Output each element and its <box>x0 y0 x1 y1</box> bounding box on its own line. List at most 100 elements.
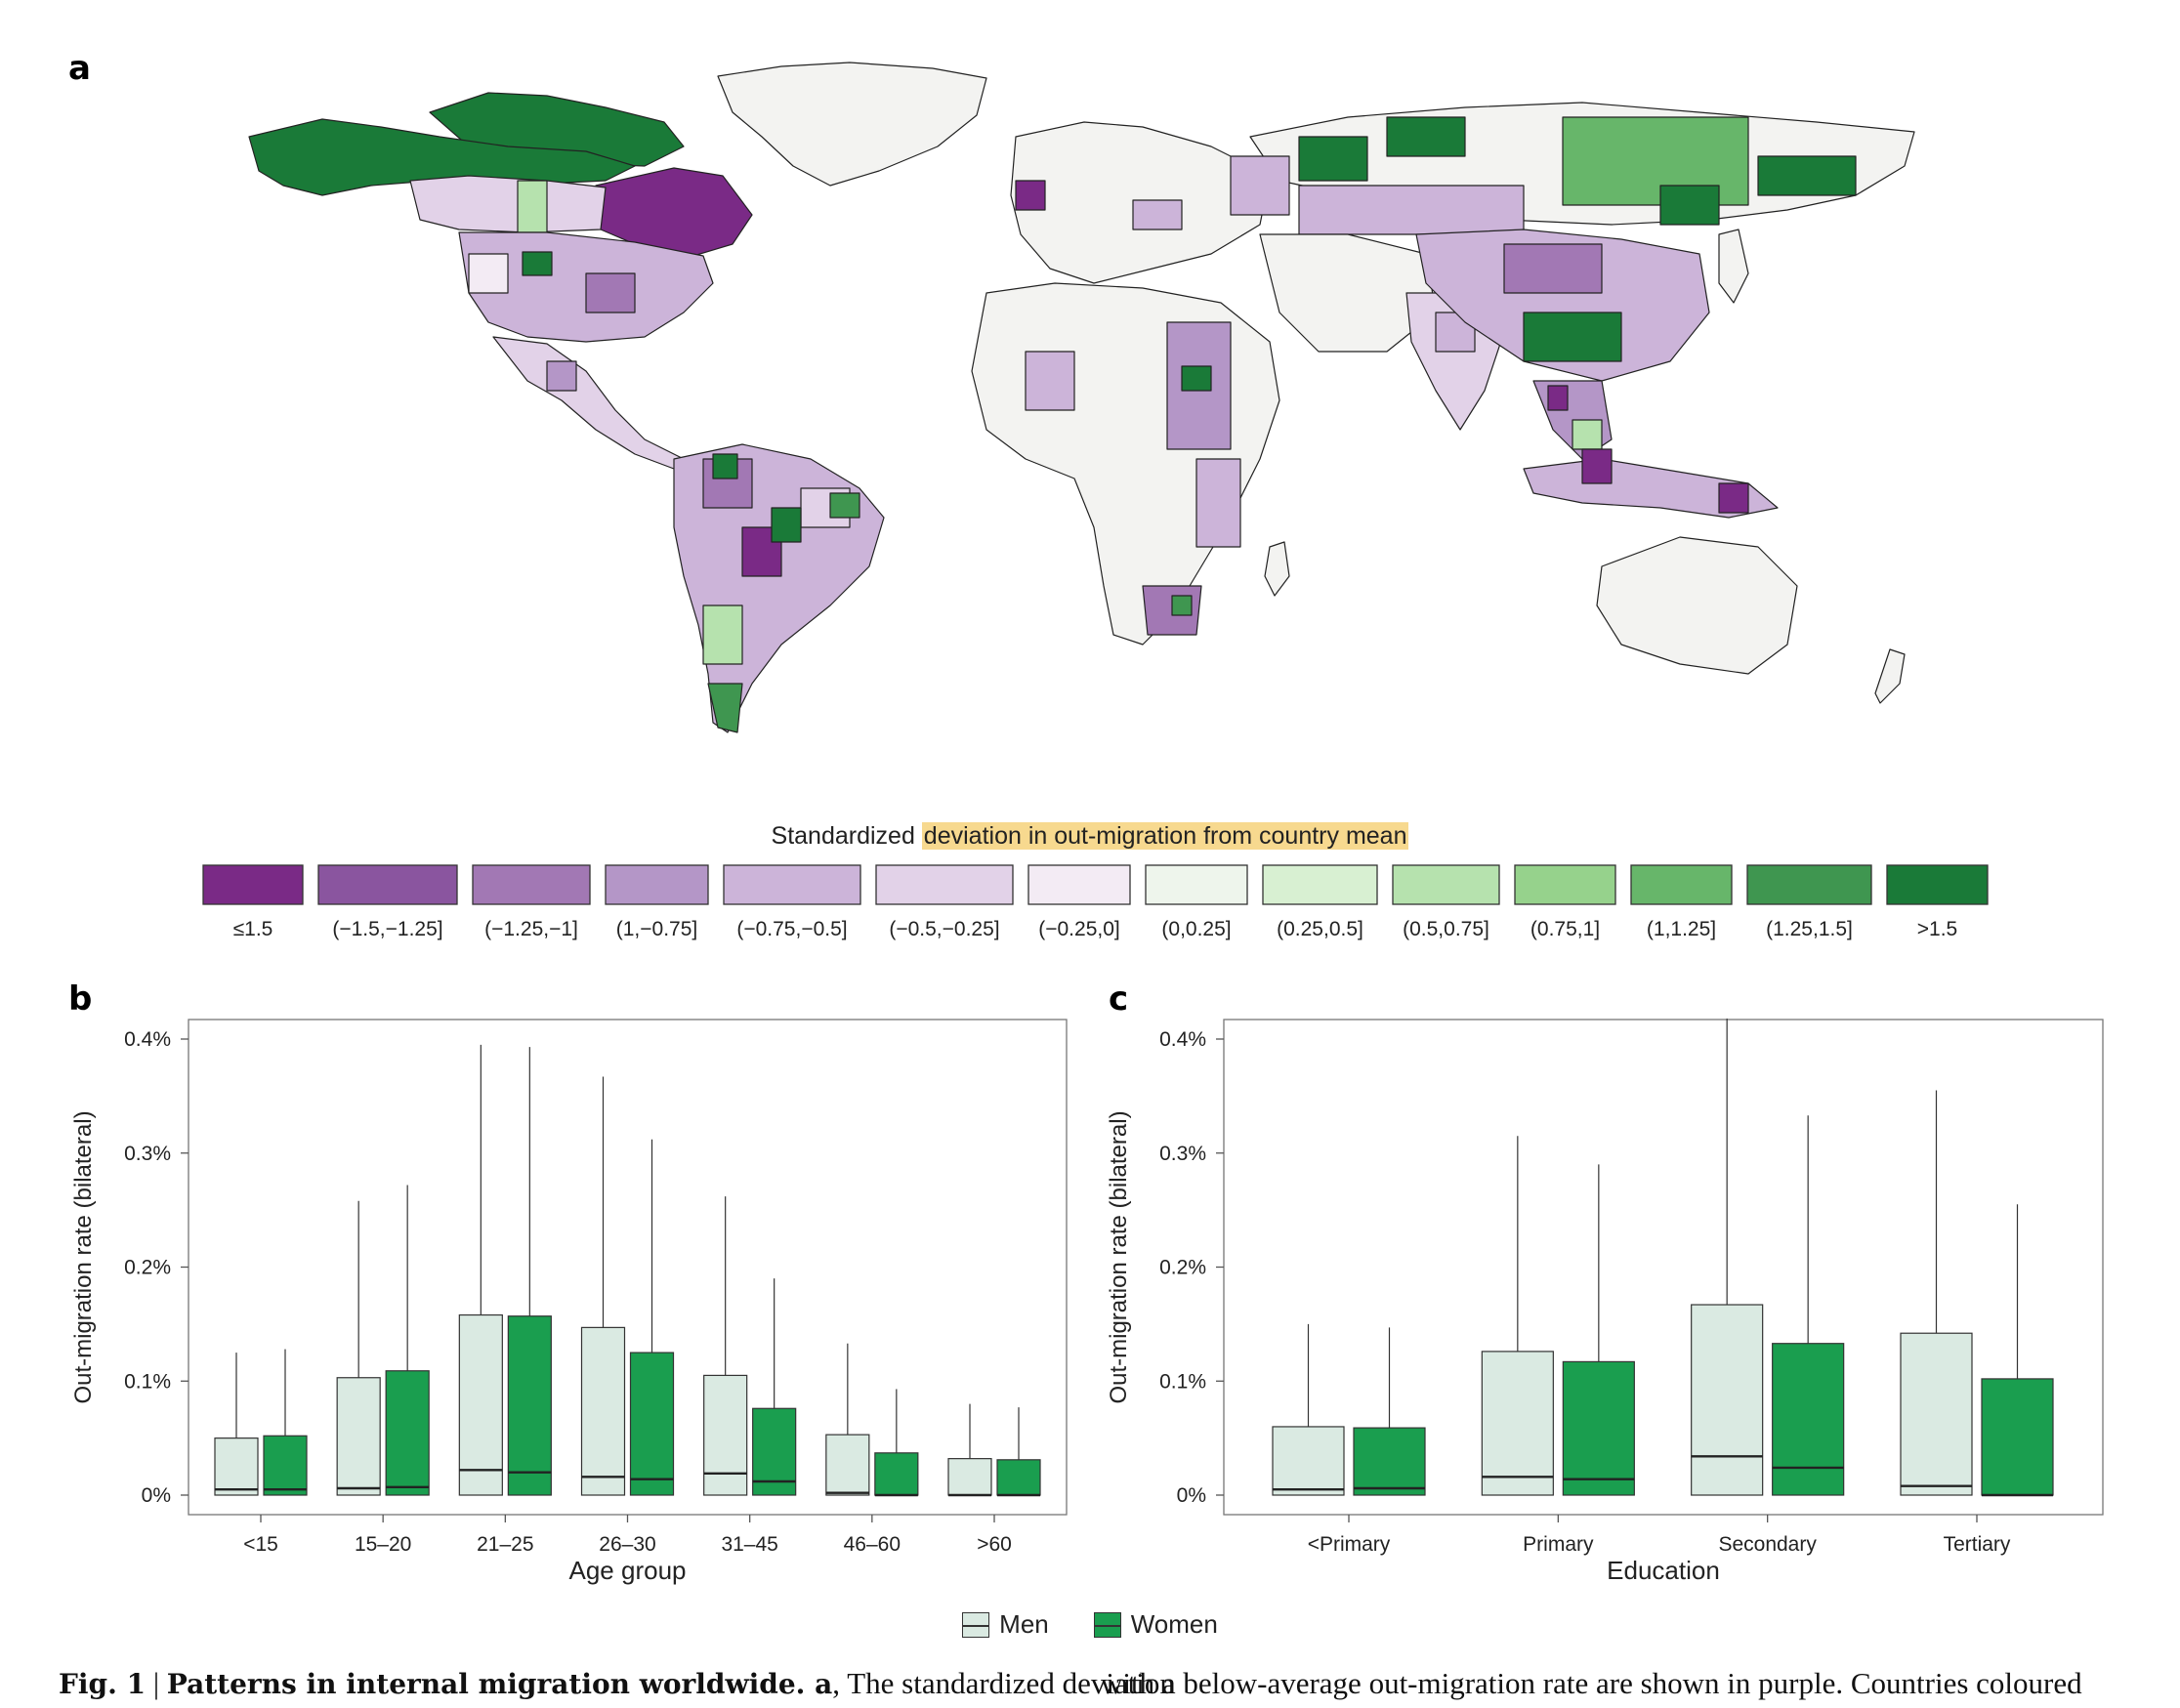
x-tick-label: Primary <box>1523 1533 1594 1556</box>
legend-swatch-2 <box>472 864 591 905</box>
box-women <box>629 1352 675 1496</box>
map-legend-title: Standardized deviation in out-migration … <box>0 822 2180 851</box>
y-tick-label: 0.4% <box>124 1028 171 1051</box>
legend-swatch-0 <box>202 864 304 905</box>
caption-left-column: Fig. 1 | Patterns in internal migration … <box>59 1666 1175 1701</box>
legend-swatch-women <box>1093 1611 1121 1638</box>
legend-bin-label-12: (1.25,1.5] <box>1766 918 1853 940</box>
legend-item-women: Women <box>1093 1609 1218 1640</box>
legend-label-women: Women <box>1130 1609 1218 1639</box>
x-axis-label: Education <box>1607 1556 1720 1585</box>
x-tick-label: Tertiary <box>1944 1533 2011 1556</box>
box-men <box>458 1313 503 1496</box>
legend-swatch-13 <box>1886 864 1989 905</box>
x-axis-label: Age group <box>569 1556 687 1585</box>
caption-title: Patterns in internal migration worldwide… <box>166 1668 806 1700</box>
box-men <box>1900 1332 1973 1496</box>
map-legend-title-highlight: deviation in out-migration from country … <box>921 822 1409 850</box>
legend-bin-label-1: (−1.5,−1.25] <box>332 918 442 940</box>
legend-swatch-3 <box>605 864 709 905</box>
panel-label-c: c <box>1109 979 1129 1019</box>
box-men <box>1272 1426 1345 1496</box>
legend-bin-label-10: (0.75,1] <box>1530 918 1600 940</box>
box-women <box>1562 1360 1635 1496</box>
caption-separator: | <box>146 1666 167 1700</box>
box-men <box>1691 1304 1764 1496</box>
x-tick-label: Secondary <box>1718 1533 1817 1556</box>
box-women <box>1772 1343 1845 1496</box>
y-tick-label: 0.2% <box>1159 1257 1206 1279</box>
legend-bin-label-0: ≤1.5 <box>233 918 273 940</box>
map-region-greenland <box>717 62 987 187</box>
legend-swatch-9 <box>1392 864 1500 905</box>
box-men <box>214 1437 259 1496</box>
x-tick-label: >60 <box>977 1533 1012 1556</box>
caption-right-text: with a below-average out-migration rate … <box>1101 1666 2082 1700</box>
y-axis-label: Out-migration rate (bilateral) <box>70 1110 97 1403</box>
y-tick-label: 0% <box>1177 1484 1206 1507</box>
box-women <box>1353 1427 1426 1496</box>
box-women <box>263 1435 308 1496</box>
legend-swatch-6 <box>1027 864 1131 905</box>
box-men <box>825 1434 870 1496</box>
legend-bin-label-6: (−0.25,0] <box>1038 918 1119 940</box>
x-tick-label: 31–45 <box>721 1533 777 1556</box>
x-tick-label: 21–25 <box>477 1533 533 1556</box>
map-region-alaska-north <box>248 118 636 196</box>
legend-swatch-11 <box>1630 864 1733 905</box>
legend-bin-label-9: (0.5,0.75] <box>1403 918 1489 940</box>
legend-item-men: Men <box>962 1609 1049 1640</box>
box-men <box>580 1326 626 1496</box>
map-legend-title-plain: Standardized <box>771 822 915 850</box>
legend-bin-label-8: (0.25,0.5] <box>1277 918 1363 940</box>
legend-swatch-4 <box>723 864 861 905</box>
y-tick-label: 0.3% <box>124 1143 171 1165</box>
world-choropleth-map <box>248 62 1915 733</box>
panel-label-b: b <box>68 979 93 1019</box>
x-tick-label: 26–30 <box>599 1533 655 1556</box>
legend-bin-label-3: (1,−0.75] <box>616 918 697 940</box>
legend-swatch-7 <box>1145 864 1248 905</box>
map-colour-legend: ≤1.5 (−1.5,−1.25] (−1.25,−1] (1,−0.75] (−0.7… <box>202 864 1989 940</box>
box-women <box>507 1315 552 1496</box>
legend-bin-label-5: (−0.5,−0.25] <box>889 918 999 940</box>
y-axis-label: Out-migration rate (bilateral) <box>1106 1110 1132 1403</box>
y-tick-label: 0.1% <box>124 1370 171 1393</box>
caption-left-text: , The standardized deviation <box>832 1666 1175 1700</box>
legend-bin-label-7: (0,0.25] <box>1161 918 1231 940</box>
legend-swatch-1 <box>317 864 458 905</box>
map-region-china <box>1415 229 1710 382</box>
legend-bin-label-13: >1.5 <box>1917 918 1957 940</box>
legend-bin-label-11: (1,1.25] <box>1647 918 1716 940</box>
map-region-madagascar <box>1264 541 1290 597</box>
y-tick-label: 0.3% <box>1159 1143 1206 1165</box>
legend-bin-label-2: (−1.25,−1] <box>484 918 578 940</box>
legend-swatch-12 <box>1746 864 1872 905</box>
box-men <box>1481 1351 1554 1496</box>
legend-swatch-8 <box>1262 864 1378 905</box>
caption-panel-ref: a <box>805 1668 833 1700</box>
legend-swatch-men <box>962 1611 990 1638</box>
box-men <box>947 1458 992 1496</box>
x-tick-label: <Primary <box>1308 1533 1391 1556</box>
sex-legend: Men Women <box>0 1609 2180 1640</box>
legend-swatch-5 <box>875 864 1014 905</box>
y-tick-label: 0% <box>142 1484 171 1507</box>
map-region-canada-west <box>409 175 607 233</box>
panel-label-a: a <box>68 49 91 88</box>
caption-fig-label: Fig. 1 <box>59 1668 147 1700</box>
map-region-australia <box>1596 536 1798 675</box>
x-tick-label: <15 <box>243 1533 278 1556</box>
legend-label-men: Men <box>999 1609 1049 1639</box>
map-region-new-zealand <box>1874 648 1906 704</box>
box-women <box>874 1452 919 1496</box>
legend-bin-label-4: (−0.75,−0.5] <box>736 918 847 940</box>
x-tick-label: 15–20 <box>355 1533 411 1556</box>
box-men <box>703 1374 748 1496</box>
box-women <box>996 1459 1041 1496</box>
x-tick-label: 46–60 <box>844 1533 901 1556</box>
box-men <box>336 1377 381 1496</box>
box-women <box>385 1370 430 1496</box>
